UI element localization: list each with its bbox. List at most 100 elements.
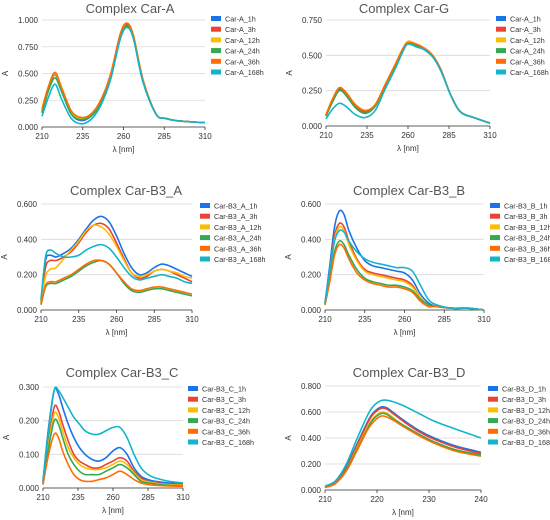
y-axis-label: A <box>0 254 9 260</box>
x-tick-label: 310 <box>483 131 497 140</box>
legend-swatch <box>200 203 210 208</box>
legend-swatch <box>488 439 498 445</box>
series-line-1 <box>42 387 184 485</box>
legend-swatch <box>490 203 500 208</box>
chart-title: Complex Car-A <box>86 1 175 16</box>
legend-label: Car-B3_A_24h <box>214 234 262 243</box>
legend-label: Car-B3_C_1h <box>202 385 246 394</box>
legend-label: Car-B3_D_12h <box>502 406 550 415</box>
y-tick-label: 0.000 <box>301 306 322 315</box>
y-tick-label: 0.200 <box>301 460 322 469</box>
series-line-6 <box>42 386 184 484</box>
legend-swatch <box>490 245 500 251</box>
legend-label: Car-B3_A_36h <box>214 244 262 253</box>
series-line-5 <box>41 22 206 124</box>
y-tick-label: 0.000 <box>301 486 322 495</box>
x-axis-label: λ [nm] <box>394 328 416 337</box>
legend-label: Car-B3_B_12h <box>504 223 550 232</box>
series-line-3 <box>42 411 184 487</box>
chart-panel-6: Complex Car-B3_D 0.000 0.200 0.400 0.600 0.80… <box>284 365 550 517</box>
legend-swatch <box>496 37 506 43</box>
x-tick-label: 230 <box>422 495 436 504</box>
x-tick-label: 260 <box>117 132 131 141</box>
y-tick-label: 0.500 <box>18 70 39 79</box>
legend-swatch <box>490 256 500 262</box>
y-tick-label: 0.200 <box>17 271 38 280</box>
y-tick-label: 0.400 <box>301 434 322 443</box>
legend-swatch <box>488 428 498 434</box>
y-axis-label: A <box>1 70 10 76</box>
legend-swatch <box>490 213 500 219</box>
legend-label: Car-A_12h <box>225 36 260 45</box>
x-tick-label: 235 <box>358 315 372 324</box>
series-line-6 <box>325 43 491 124</box>
legend-label: Car-B3_A_168h <box>214 255 266 264</box>
legend-swatch <box>488 396 498 402</box>
y-tick-label: 0.400 <box>17 235 38 244</box>
chart-panel-4: Complex Car-B3_B 0.000 0.200 0.400 0.600 210 2… <box>284 183 550 337</box>
legend-label: Car-B3_B_36h <box>504 244 550 253</box>
y-tick-label: 0.200 <box>301 271 322 280</box>
series-line-5 <box>324 415 482 489</box>
legend-swatch <box>200 235 210 241</box>
legend-label: Car-B3_A_12h <box>214 223 262 232</box>
legend-swatch <box>188 418 198 424</box>
legend-label: Car-A_3h <box>510 25 541 34</box>
x-tick-label: 240 <box>474 495 488 504</box>
series-line-6 <box>324 229 485 311</box>
x-tick-label: 310 <box>198 132 212 141</box>
legend-label: Car-A_36h <box>225 57 260 66</box>
legend-swatch <box>188 428 198 434</box>
legend-label: Car-A_24h <box>510 47 545 56</box>
y-tick-label: 1.000 <box>18 16 39 25</box>
chart-panel-1: Complex Car-A 0.000 0.250 0.500 0.750 1.000 21… <box>1 1 264 154</box>
x-tick-label: 210 <box>34 315 48 324</box>
chart-panel-3: Complex Car-B3_A 0.000 0.200 0.400 0.600 210 2… <box>0 183 266 337</box>
x-tick-label: 210 <box>35 132 49 141</box>
legend-swatch <box>211 26 221 32</box>
legend-label: Car-B3_B_1h <box>504 202 548 211</box>
legend-label: Car-B3_A_3h <box>214 212 258 221</box>
y-axis-label: A <box>285 70 294 76</box>
y-tick-label: 0.400 <box>301 235 322 244</box>
legend-swatch <box>211 48 221 54</box>
legend-swatch <box>211 37 221 43</box>
x-tick-label: 310 <box>477 315 491 324</box>
legend-label: Car-B3_B_168h <box>504 255 550 264</box>
x-tick-label: 235 <box>71 493 85 502</box>
chart-panel-5: Complex Car-B3_C 0.000 0.100 0.200 0.300 210 2… <box>2 365 254 515</box>
legend-label: Car-B3_C_3h <box>202 395 246 404</box>
y-tick-label: 0.800 <box>301 382 322 391</box>
x-axis-label: λ [nm] <box>113 145 135 154</box>
legend-label: Car-B3_D_168h <box>502 438 550 447</box>
x-tick-label: 235 <box>360 131 374 140</box>
chart-panel-2: Complex Car-G 0.000 0.250 0.500 0.750 210 235 2… <box>285 1 549 153</box>
legend-swatch <box>188 407 198 413</box>
x-tick-label: 285 <box>158 132 172 141</box>
legend-label: Car-A_1h <box>510 15 541 24</box>
legend-swatch <box>496 69 506 75</box>
legend-label: Car-B3_B_24h <box>504 234 550 243</box>
x-tick-label: 210 <box>36 493 50 502</box>
y-tick-label: 0.600 <box>17 200 38 209</box>
x-tick-label: 260 <box>106 493 120 502</box>
legend-swatch <box>496 48 506 54</box>
series-line-4 <box>324 412 482 489</box>
series-line-2 <box>324 222 485 311</box>
legend-label: Car-B3_B_3h <box>504 212 548 221</box>
legend-label: Car-A_24h <box>225 47 260 56</box>
y-tick-label: 0.250 <box>302 87 323 96</box>
legend-swatch <box>496 16 506 21</box>
x-tick-label: 210 <box>318 495 332 504</box>
y-tick-label: 0.500 <box>302 51 323 60</box>
legend-label: Car-A_12h <box>510 36 545 45</box>
x-tick-label: 285 <box>438 315 452 324</box>
x-tick-label: 235 <box>72 315 86 324</box>
series-line-5 <box>40 259 193 305</box>
legend-label: Car-B3_C_12h <box>202 406 250 415</box>
x-tick-label: 310 <box>185 315 199 324</box>
series-line-3 <box>40 224 193 304</box>
